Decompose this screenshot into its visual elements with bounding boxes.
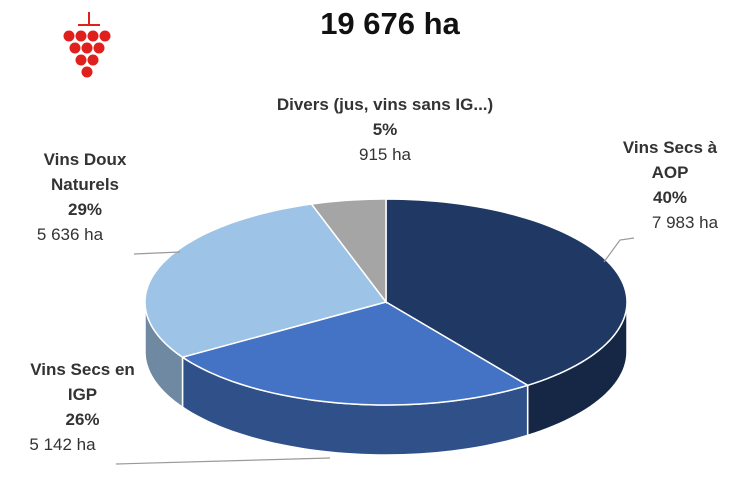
category-label: Divers (jus, vins sans IG...) [276, 95, 494, 114]
label-group: Divers (jus, vins sans IG...) 5% 915 ha [215, 92, 555, 167]
hectare-label: 5 636 ha [36, 225, 104, 244]
label-group: Vins Doux Naturels 29% 5 636 ha [30, 147, 140, 247]
slice [385, 198, 628, 387]
pie [144, 198, 628, 456]
hectare-label: 5 142 ha [29, 435, 96, 454]
hectare-label: 7 983 ha [651, 213, 719, 232]
category-label: Vins Secs en IGP [30, 360, 135, 404]
category-label: Vins Doux Naturels [43, 150, 127, 194]
percent-label: 29% [67, 200, 103, 219]
slice [310, 198, 387, 305]
logo [63, 12, 111, 78]
chart-title: 19 676 ha [320, 6, 460, 41]
slice [180, 301, 530, 406]
hectare-label: 915 ha [359, 145, 411, 164]
label-group: Vins Secs à AOP 40% 7 983 ha [610, 135, 730, 235]
percent-label: 5% [372, 120, 398, 139]
leader-lines [115, 237, 635, 465]
category-label: Vins Secs à AOP [622, 138, 718, 182]
slice [144, 203, 388, 359]
percent-label: 40% [652, 188, 688, 207]
label-group: Vins Secs en IGP 26% 5 142 ha [15, 357, 150, 457]
percent-label: 26% [65, 410, 100, 429]
